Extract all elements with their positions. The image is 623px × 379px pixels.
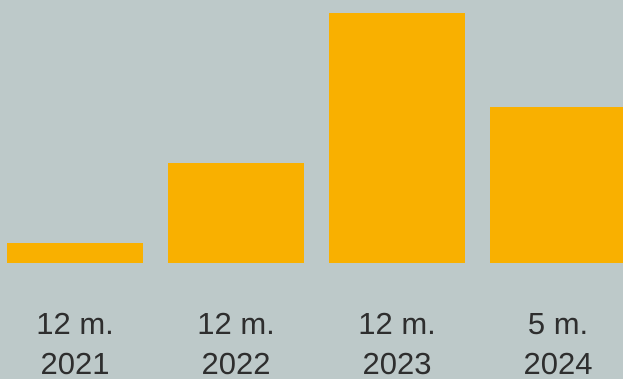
tick-label-year: 2021	[41, 346, 110, 379]
category-labels-group: 12 m. 2021 12 m. 2022 12 m. 2023 5 m. 2024	[36, 306, 592, 379]
tick-label-period: 12 m.	[358, 306, 436, 341]
tick-label-period: 12 m.	[36, 306, 114, 341]
tick-label-year: 2024	[524, 346, 593, 379]
bar-2024	[490, 107, 623, 263]
tick-label-period: 12 m.	[197, 306, 275, 341]
tick-label-year: 2022	[202, 346, 271, 379]
bar-2022	[168, 163, 304, 263]
tick-label-period: 5 m.	[528, 306, 588, 341]
bar-2023	[329, 13, 465, 263]
bar-2021	[7, 243, 143, 263]
tick-label-year: 2023	[363, 346, 432, 379]
bars-group	[7, 13, 623, 263]
